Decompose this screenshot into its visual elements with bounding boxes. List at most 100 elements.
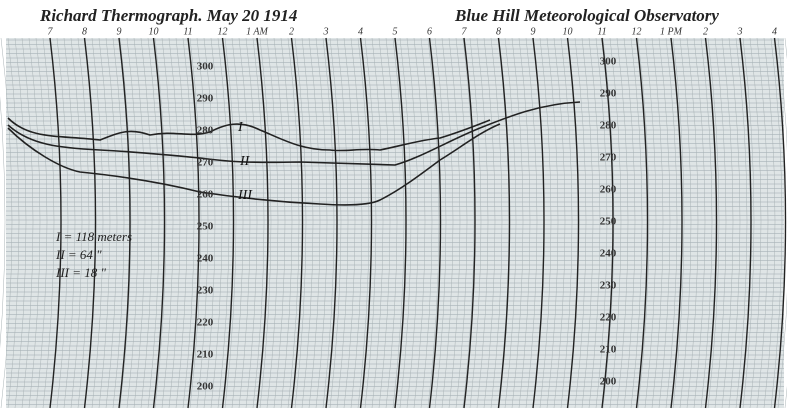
scale-label: 250 xyxy=(600,216,617,228)
time-arc xyxy=(98,37,111,409)
scale-label: 210 xyxy=(197,349,214,361)
scale-label: 250 xyxy=(197,221,214,233)
time-arc xyxy=(238,37,251,409)
time-arc xyxy=(616,37,629,409)
time-arc xyxy=(231,37,244,409)
time-arc xyxy=(511,37,524,409)
scale-label: 290 xyxy=(197,93,214,105)
time-arc xyxy=(630,37,643,409)
time-arc xyxy=(147,37,160,409)
trace-ii xyxy=(7,101,581,166)
hour-label: 1 AM xyxy=(246,26,268,37)
time-arc xyxy=(756,37,769,409)
time-arc xyxy=(336,37,349,409)
scale-label: 270 xyxy=(600,152,617,164)
time-arc xyxy=(273,37,286,409)
time-arc xyxy=(140,37,153,409)
time-arc xyxy=(0,37,13,409)
hour-arc xyxy=(773,37,787,409)
hour-arc xyxy=(635,37,649,409)
scale-label: 300 xyxy=(600,56,617,68)
time-arc xyxy=(161,37,174,409)
chart-area xyxy=(6,38,784,408)
time-arc xyxy=(721,37,734,409)
time-arc xyxy=(189,37,202,409)
time-arc xyxy=(315,37,328,409)
time-arc xyxy=(679,37,692,409)
time-arc xyxy=(112,37,125,409)
time-arc xyxy=(287,37,300,409)
time-arc xyxy=(154,37,167,409)
hour-label: 4 xyxy=(772,26,777,37)
time-arc xyxy=(28,37,41,409)
scale-label: 280 xyxy=(197,125,214,137)
time-arc xyxy=(126,37,139,409)
time-arc xyxy=(301,37,314,409)
time-arc xyxy=(441,37,454,409)
time-arc xyxy=(742,37,755,409)
time-arc xyxy=(539,37,552,409)
scale-label: 240 xyxy=(600,248,617,260)
hour-label: 1 PM xyxy=(660,26,683,37)
time-arc xyxy=(224,37,237,409)
scale-label: 260 xyxy=(600,184,617,196)
time-arc xyxy=(525,37,538,409)
time-arc xyxy=(581,37,594,409)
scale-label: 260 xyxy=(197,189,214,201)
hour-label: 10 xyxy=(149,26,159,37)
time-arc xyxy=(693,37,706,409)
observatory: Blue Hill Meteorological Observatory xyxy=(454,6,719,25)
time-arc xyxy=(14,37,27,409)
hour-arc xyxy=(290,37,304,409)
time-arc xyxy=(21,37,34,409)
time-arc xyxy=(308,37,321,409)
time-arc xyxy=(518,37,531,409)
time-arc xyxy=(728,37,741,409)
time-arc xyxy=(77,37,90,409)
hour-label: 12 xyxy=(632,26,642,37)
hour-arc xyxy=(325,37,338,409)
time-arc xyxy=(553,37,566,409)
time-arc xyxy=(602,37,615,409)
time-arc xyxy=(322,37,335,409)
hour-label: 7 xyxy=(48,26,54,37)
scale-label: 220 xyxy=(600,312,617,324)
time-arc xyxy=(665,37,678,409)
time-arc xyxy=(707,37,720,409)
hour-arc xyxy=(704,37,718,409)
hour-arc xyxy=(221,37,235,409)
time-arc xyxy=(413,37,426,409)
time-arc xyxy=(245,37,258,409)
hour-arc xyxy=(670,37,683,409)
scale-label: 210 xyxy=(600,344,617,356)
hour-label: 9 xyxy=(531,26,536,37)
hour-label: 8 xyxy=(82,26,87,37)
time-arc xyxy=(70,37,83,409)
hour-label: 3 xyxy=(323,26,329,37)
hour-label: 2 xyxy=(289,26,294,37)
time-arc xyxy=(364,37,377,409)
time-arc xyxy=(735,37,748,409)
trace-label: II xyxy=(239,154,251,169)
time-arc xyxy=(434,37,447,409)
time-arc xyxy=(392,37,405,409)
time-arc xyxy=(651,37,664,409)
time-arc xyxy=(133,37,146,409)
time-arc xyxy=(357,37,370,409)
hour-arc xyxy=(187,37,200,409)
scale-label: 230 xyxy=(197,285,214,297)
time-arc xyxy=(7,37,20,409)
note: III = 18 " xyxy=(55,265,107,280)
time-arc xyxy=(595,37,608,409)
scale-label: 280 xyxy=(600,120,617,132)
time-arc xyxy=(168,37,181,409)
title: Richard Thermograph. May 20 1914 xyxy=(39,6,297,25)
hour-arc xyxy=(566,37,580,409)
scale-label: 230 xyxy=(600,280,617,292)
hour-label: 7 xyxy=(462,26,468,37)
hour-arc xyxy=(394,37,407,409)
time-arc xyxy=(770,37,783,409)
trace-label: I xyxy=(237,120,244,135)
time-arc xyxy=(210,37,223,409)
trace-label: III xyxy=(237,188,253,203)
